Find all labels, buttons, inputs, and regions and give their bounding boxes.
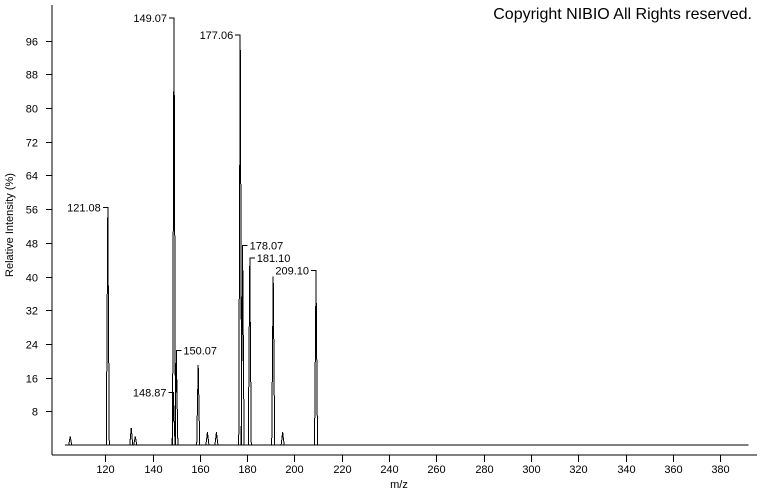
peak-label: 209.10	[275, 266, 309, 278]
x-tick-label: 220	[333, 464, 351, 476]
x-tick-label: 120	[96, 464, 114, 476]
x-tick-label: 200	[285, 464, 303, 476]
y-tick-label: 56	[26, 205, 38, 217]
peak	[247, 263, 252, 445]
x-tick-label: 320	[569, 464, 587, 476]
y-tick-label: 32	[26, 306, 38, 318]
x-tick-label: 140	[144, 464, 162, 476]
peak-label-leader	[102, 206, 109, 214]
peak-label: 121.08	[67, 202, 101, 214]
y-tick-label: 24	[26, 340, 38, 352]
peak	[205, 432, 210, 445]
peak-label: 177.06	[200, 30, 234, 42]
peak	[271, 276, 276, 445]
x-tick-label: 280	[475, 464, 493, 476]
x-tick-label: 380	[711, 464, 729, 476]
y-tick-label: 96	[26, 37, 38, 49]
peak-label: 150.07	[183, 345, 217, 357]
y-tick-label: 48	[26, 239, 38, 251]
x-tick-label: 240	[380, 464, 398, 476]
copyright: Copyright NIBIO All Rights reserved.	[493, 6, 752, 23]
x-tick-label: 340	[617, 464, 635, 476]
peak-label: 148.87	[133, 388, 167, 400]
y-tick-label: 64	[26, 171, 38, 183]
peak-label: 178.07	[250, 240, 284, 252]
peak	[314, 276, 319, 445]
x-tick-label: 300	[522, 464, 540, 476]
y-tick-label: 40	[26, 273, 38, 285]
y-tick-label: 8	[32, 407, 38, 419]
y-tick-label: 72	[26, 138, 38, 150]
peak	[68, 436, 73, 445]
peak-label: 149.07	[133, 13, 167, 25]
y-tick-label: 88	[26, 70, 38, 82]
peak-label-leader	[168, 392, 175, 399]
peak-label-leader	[169, 17, 175, 24]
peak	[129, 428, 134, 445]
x-axis-label: m/z	[390, 479, 408, 491]
peak-label-leader	[242, 244, 248, 252]
peak	[174, 356, 179, 445]
peak-label: 181.10	[257, 253, 291, 265]
peak-label-leader	[311, 270, 317, 277]
x-tick-label: 360	[664, 464, 682, 476]
peak-label-leader	[175, 349, 182, 357]
peak-label-leader	[249, 257, 255, 264]
peak	[196, 364, 201, 445]
y-axis-label: Relative Intensity (%)	[4, 173, 16, 277]
y-tick-label: 16	[26, 374, 38, 386]
x-tick-label: 180	[238, 464, 256, 476]
peak	[280, 432, 285, 445]
x-tick-label: 160	[191, 464, 209, 476]
x-tick-label: 260	[427, 464, 445, 476]
peak-label-leader	[235, 34, 241, 41]
peak	[172, 23, 177, 445]
peak	[105, 213, 110, 445]
y-tick-label: 80	[26, 104, 38, 116]
peak	[133, 436, 138, 445]
peak	[214, 432, 219, 445]
